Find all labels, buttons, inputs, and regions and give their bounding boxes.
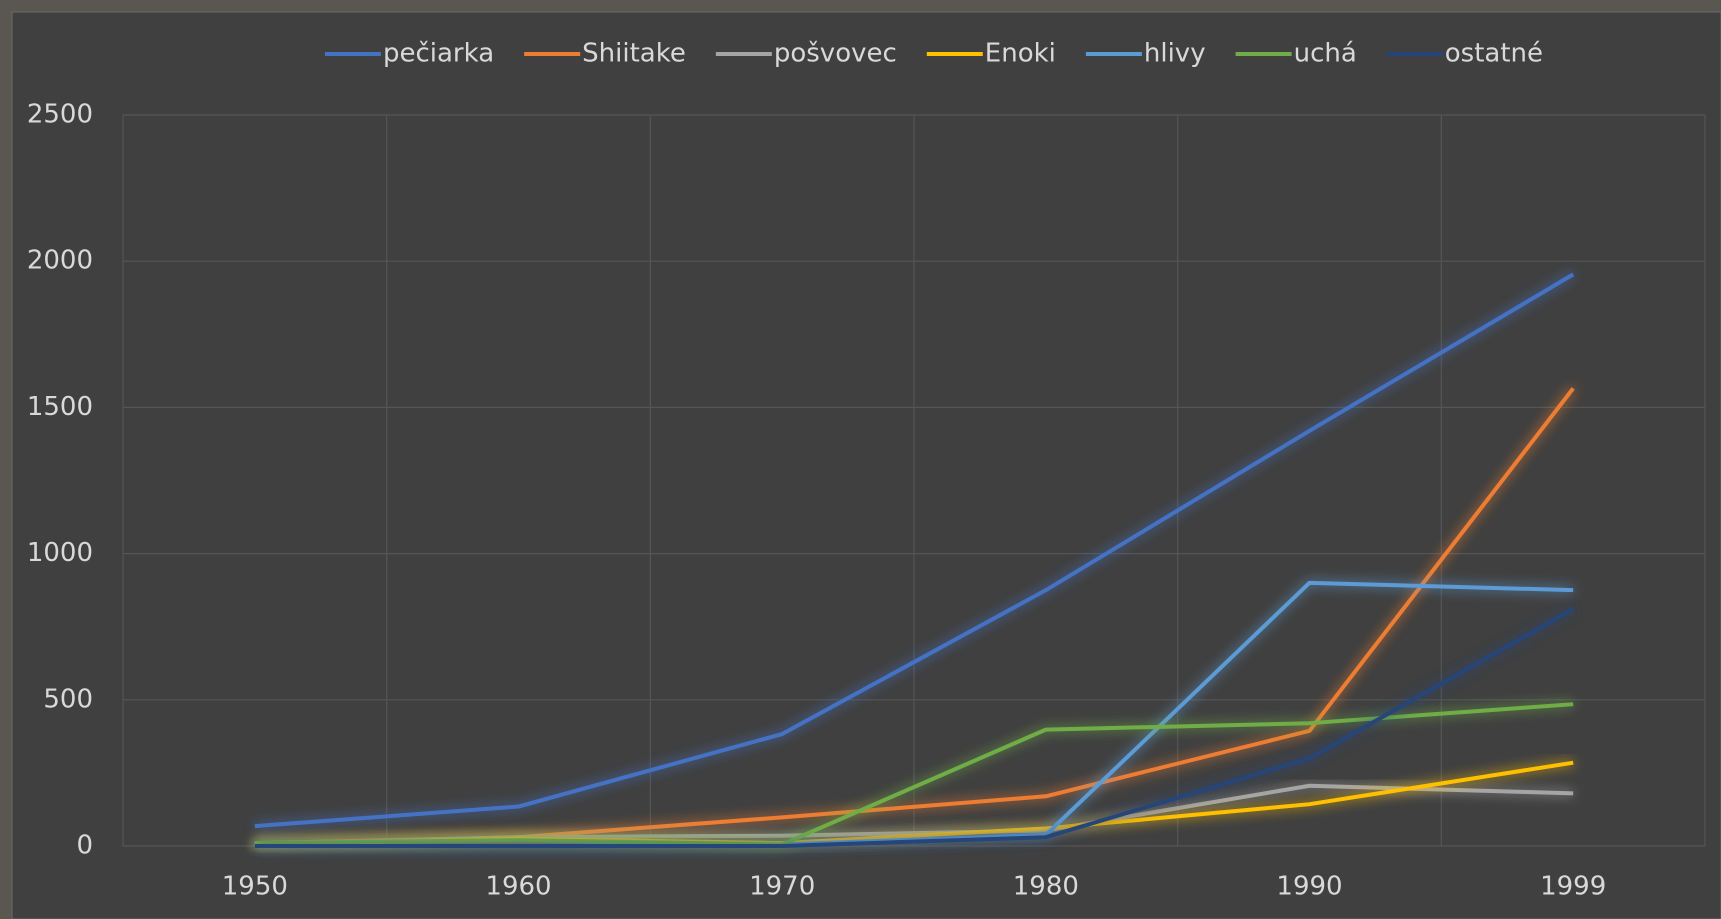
y-tick-label: 0 bbox=[76, 831, 93, 861]
chart-area bbox=[12, 12, 1721, 919]
legend-label: uchá bbox=[1294, 39, 1357, 69]
y-tick-label: 500 bbox=[43, 684, 93, 714]
legend-label: pošvovec bbox=[774, 39, 897, 69]
legend-label: Enoki bbox=[985, 39, 1056, 69]
x-tick-label: 1950 bbox=[222, 872, 288, 902]
x-tick-label: 1999 bbox=[1540, 872, 1606, 902]
y-tick-label: 2500 bbox=[27, 100, 93, 130]
legend-label: pečiarka bbox=[383, 39, 494, 69]
y-tick-label: 1500 bbox=[27, 392, 93, 422]
x-tick-label: 1990 bbox=[1276, 872, 1342, 902]
chart: 0 500 1000 1500 2000 2500 1950 1960 1970 1980 1990… bbox=[0, 0, 1721, 919]
legend-label: ostatné bbox=[1445, 39, 1543, 69]
legend-label: Shiitake bbox=[582, 39, 686, 69]
x-tick-label: 1980 bbox=[1013, 872, 1079, 902]
y-tick-label: 2000 bbox=[27, 246, 93, 276]
y-tick-label: 1000 bbox=[27, 538, 93, 568]
x-tick-label: 1960 bbox=[485, 872, 551, 902]
page: 0 500 1000 1500 2000 2500 1950 1960 1970 1980 1990… bbox=[0, 0, 1721, 919]
x-tick-label: 1970 bbox=[749, 872, 815, 902]
legend-label: hlivy bbox=[1144, 39, 1206, 69]
